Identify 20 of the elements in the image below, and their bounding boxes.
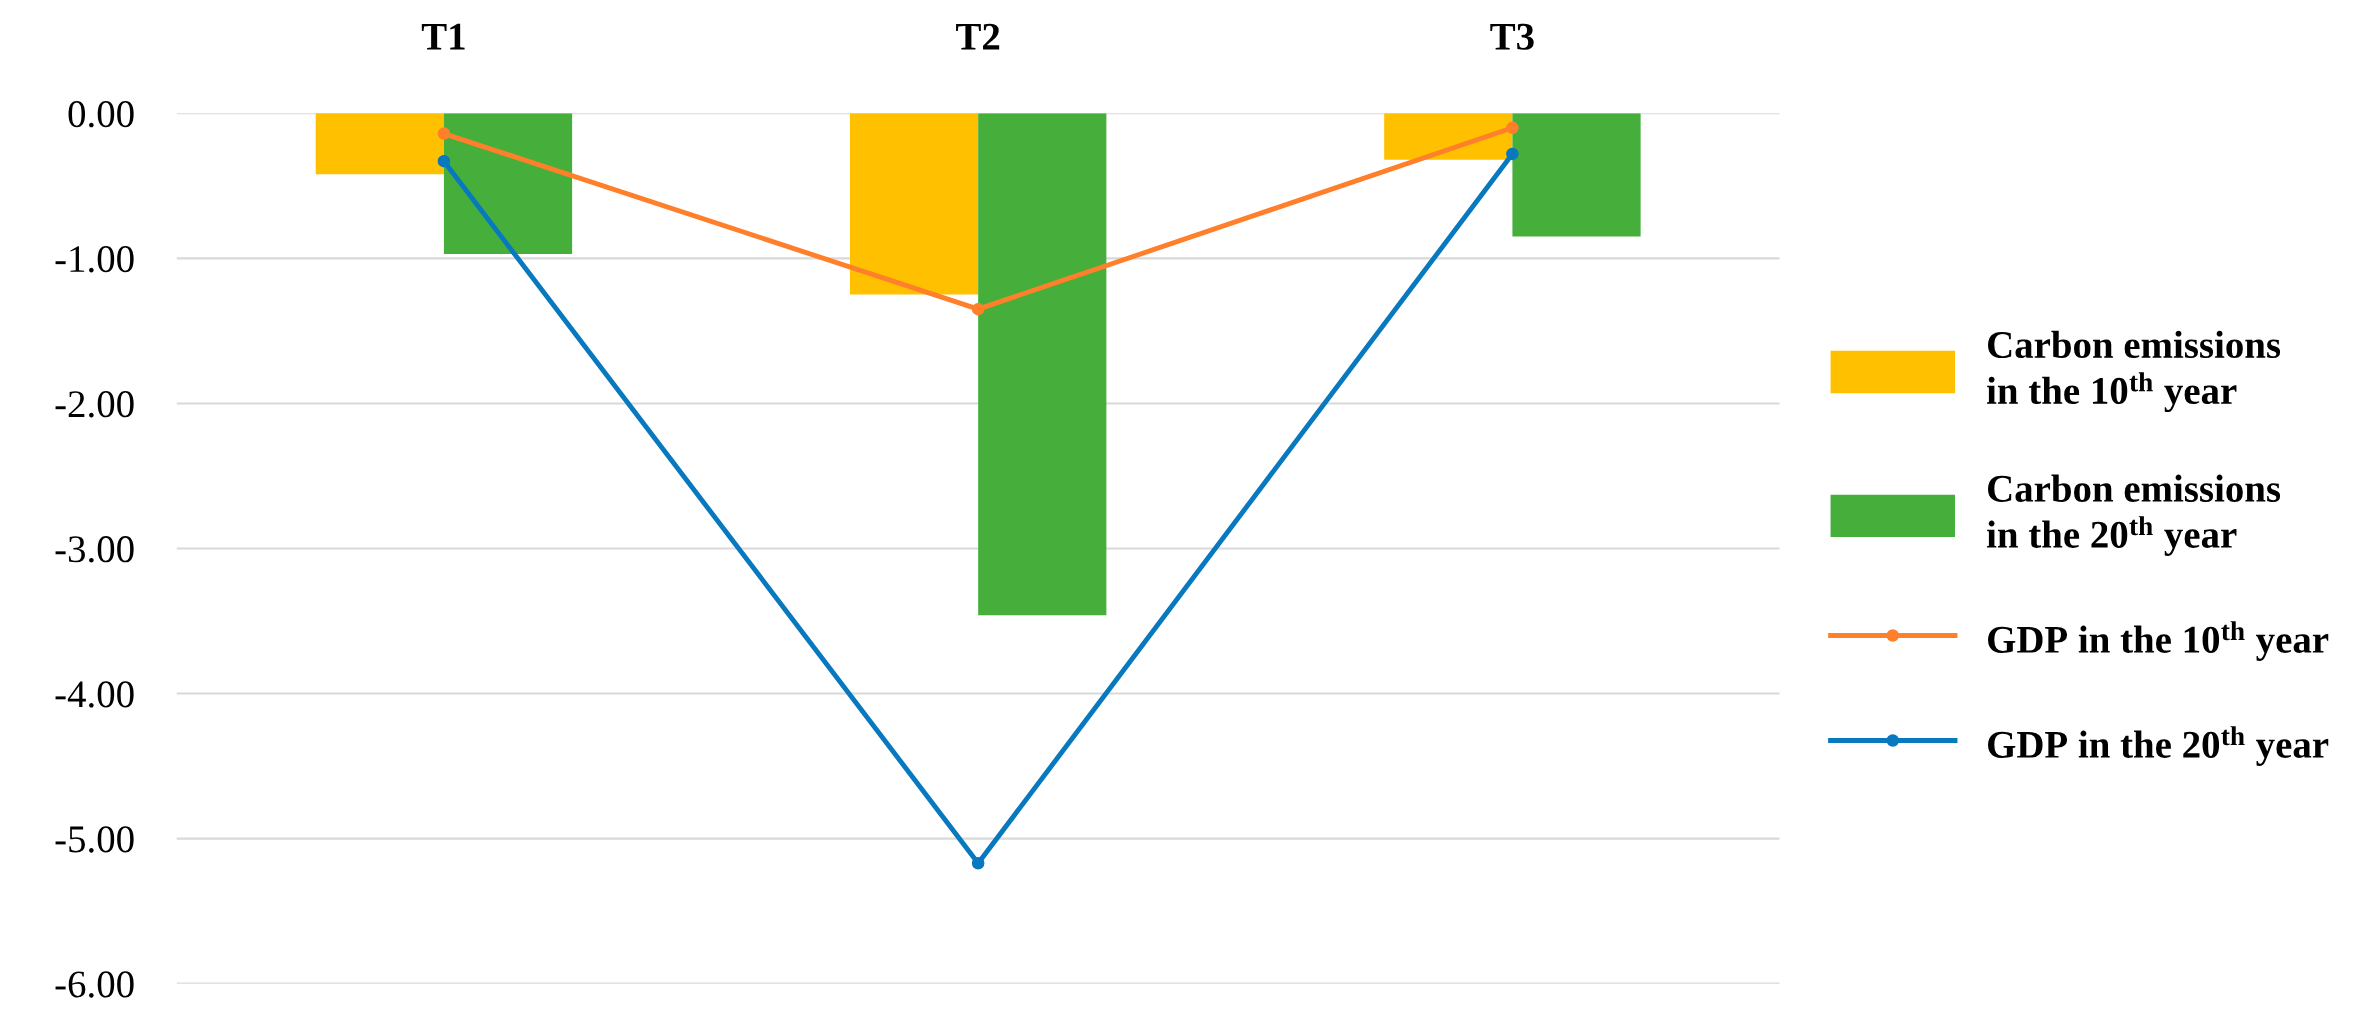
- y-tick-label: -4.00: [55, 681, 134, 708]
- x-tick-label: T2: [956, 23, 1000, 50]
- y-tick-label: 0.00: [68, 100, 134, 128]
- point: [437, 154, 451, 168]
- y-tick-label: -5.00: [55, 826, 134, 853]
- legend-label: Carbon emissions in the 10$^{th}$ year: [1986, 330, 2281, 413]
- point: [971, 302, 985, 316]
- point: [971, 857, 985, 870]
- y-tick-label: -1.00: [55, 245, 134, 273]
- legend-label: Carbon emissions in the 20$^{th}$ year: [1986, 474, 2281, 556]
- point: [437, 127, 451, 140]
- legend-label: GDP in the 20$^{th}$ year: [1988, 726, 2329, 766]
- x-tick-label: T1: [421, 23, 465, 50]
- y-tick-label: -2.00: [55, 391, 134, 418]
- y-tick-label: -3.00: [55, 536, 134, 563]
- x-tick-label: T3: [1490, 23, 1534, 50]
- legend-label: GDP in the 10$^{th}$ year: [1988, 621, 2329, 661]
- point: [1506, 121, 1519, 135]
- y-tick-label: -6.00: [55, 971, 134, 998]
- point: [1506, 147, 1519, 161]
